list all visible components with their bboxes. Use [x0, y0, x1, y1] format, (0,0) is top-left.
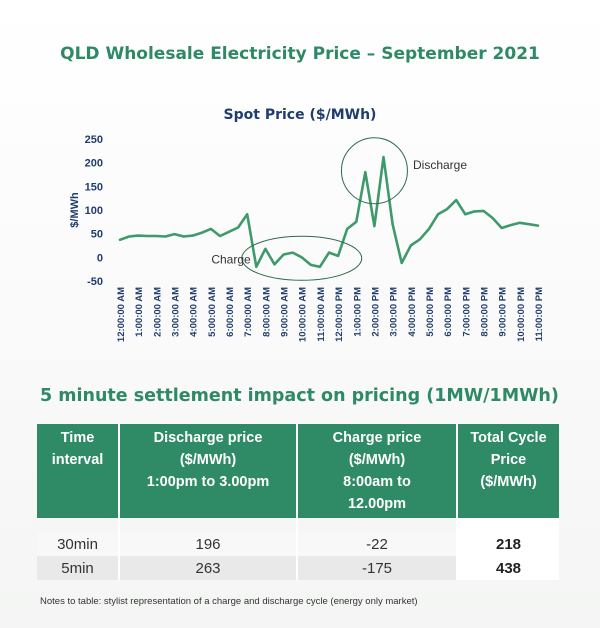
- chart-title: Spot Price ($/MWh): [224, 107, 377, 123]
- x-tick-label: 5:00:00 AM: [207, 287, 218, 337]
- x-tick-label: 7:00:00 PM: [461, 287, 472, 337]
- x-tick-label: 4:00:00 PM: [407, 287, 418, 337]
- x-tick-label: 8:00:00 PM: [479, 287, 490, 337]
- cell-total-cycle-price: 218: [456, 532, 559, 556]
- cell-discharge-price: 263: [118, 556, 297, 580]
- cell-total-cycle-price: 438: [456, 556, 559, 580]
- x-tick-label: 2:00:00 AM: [152, 287, 163, 337]
- y-tick-label: -50: [87, 276, 103, 288]
- x-tick-label: 12:00:00 AM: [116, 287, 127, 342]
- table-header-row: Time interval Discharge price ($/MWh) 1:…: [37, 424, 559, 518]
- x-tick-label: 3:00:00 PM: [389, 287, 400, 337]
- x-tick-label: 1:00:00 AM: [134, 287, 145, 337]
- settlement-table: Time interval Discharge price ($/MWh) 1:…: [37, 424, 559, 580]
- page-title: QLD Wholesale Electricity Price – Septem…: [60, 44, 540, 64]
- x-tick-label: 11:00:00 AM: [316, 287, 327, 342]
- discharge-circle: [340, 137, 408, 205]
- spot-price-chart: Spot Price ($/MWh) $/MWh 250 200 150 100 50 0 -5…: [69, 107, 545, 342]
- spot-price-line: [118, 155, 540, 269]
- cell-discharge-price: 196: [118, 532, 297, 556]
- x-tick-label: 2:00:00 PM: [370, 287, 381, 337]
- x-tick-label: 6:00:00 PM: [443, 287, 454, 337]
- table-title: 5 minute settlement impact on pricing (1…: [40, 386, 559, 406]
- y-tick-label: 100: [85, 205, 103, 217]
- y-tick-label: 150: [85, 181, 103, 193]
- x-tick-label: 10:00:00 PM: [516, 287, 527, 342]
- x-tick-label: 1:00:00 PM: [352, 287, 363, 337]
- cell-charge-price: -175: [296, 556, 457, 580]
- x-tick-label: 5:00:00 PM: [425, 287, 436, 337]
- header-total-cycle-price: Total Cycle Price ($/MWh): [456, 424, 559, 518]
- x-tick-label: 8:00:00 AM: [261, 287, 272, 337]
- x-tick-label: 3:00:00 AM: [171, 287, 182, 337]
- y-tick-label: 250: [85, 134, 103, 146]
- table-row: 5min 263 -175 438: [37, 556, 559, 580]
- y-axis-label: $/MWh: [69, 192, 81, 228]
- charge-label: Charge: [211, 253, 251, 267]
- cell-charge-price: -22: [296, 532, 457, 556]
- discharge-label: Discharge: [413, 158, 467, 172]
- cell-time-interval: 30min: [37, 532, 119, 556]
- y-tick-label: 200: [85, 158, 103, 170]
- x-tick-label: 6:00:00 AM: [225, 287, 236, 337]
- header-discharge-price: Discharge price ($/MWh) 1:00pm to 3.00pm: [118, 424, 297, 518]
- x-tick-label: 7:00:00 AM: [243, 287, 254, 337]
- x-tick-label: 4:00:00 AM: [189, 287, 200, 337]
- x-tick-label: 9:00:00 PM: [498, 287, 509, 337]
- header-charge-price: Charge price ($/MWh) 8:00am to 12.00pm: [296, 424, 457, 518]
- x-tick-label: 9:00:00 AM: [280, 287, 291, 337]
- table-note: Notes to table: stylist representation o…: [40, 596, 418, 607]
- table-spacer-row: [37, 518, 559, 532]
- x-tick-label: 10:00:00 AM: [298, 287, 309, 342]
- x-tick-label: 11:00:00 PM: [534, 287, 545, 341]
- header-time-interval: Time interval: [37, 424, 119, 518]
- y-tick-label: 0: [97, 252, 103, 264]
- table-row: 30min 196 -22 218: [37, 532, 559, 556]
- x-tick-label: 12:00:00 PM: [334, 287, 345, 342]
- cell-time-interval: 5min: [37, 556, 119, 580]
- y-tick-label: 50: [91, 229, 103, 241]
- charge-circle: [241, 235, 363, 281]
